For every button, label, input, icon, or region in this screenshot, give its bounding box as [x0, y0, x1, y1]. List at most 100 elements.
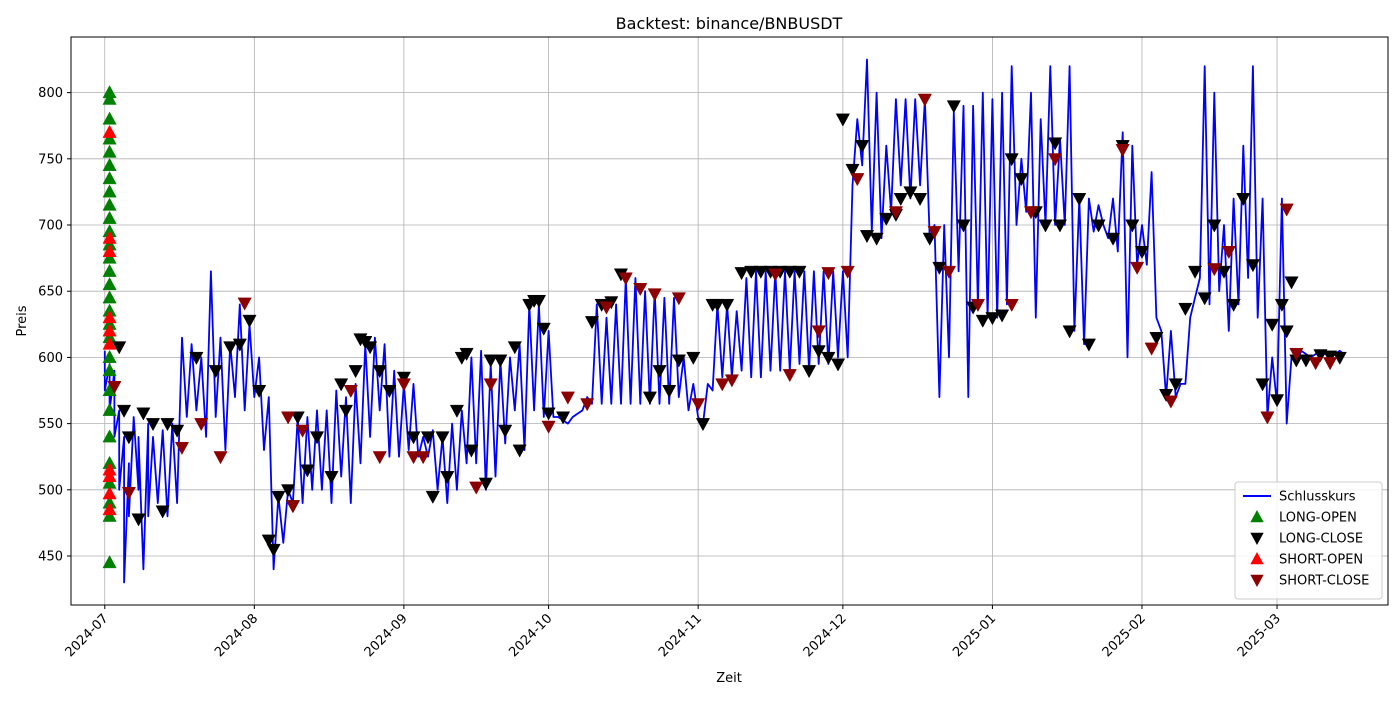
marker-long-close: [1274, 298, 1289, 312]
marker-short-open: [102, 124, 117, 138]
marker-long-open: [102, 555, 117, 569]
marker-long-close: [835, 113, 850, 127]
marker-long-close: [483, 354, 498, 368]
marker-long-close: [440, 471, 455, 485]
marker-long-close: [1245, 259, 1260, 273]
plot-frame: [70, 36, 1389, 606]
marker-long-close: [1216, 265, 1232, 279]
marker-long-open: [102, 250, 117, 264]
marker-long-open: [102, 171, 117, 185]
marker-long-close: [459, 347, 474, 361]
marker-long-close: [1265, 318, 1280, 332]
marker-long-close: [985, 312, 1000, 326]
marker-long-close: [266, 543, 281, 557]
marker-short-close: [580, 398, 595, 412]
marker-long-close: [671, 354, 686, 368]
marker-long-close: [382, 385, 397, 399]
marker-short-close: [671, 292, 686, 306]
marker-short-open: [102, 486, 117, 500]
marker-long-close: [1052, 219, 1068, 233]
marker-long-close: [281, 484, 296, 498]
y-tick-label: 500: [38, 483, 63, 498]
marker-long-close: [223, 341, 238, 355]
marker-short-open: [102, 336, 117, 350]
marker-long-close: [372, 365, 387, 379]
marker-long-close: [290, 411, 305, 425]
y-axis-label: Preis: [15, 305, 30, 336]
marker-long-close: [145, 418, 161, 432]
marker-long-close: [802, 365, 817, 379]
marker-long-close: [435, 431, 450, 445]
marker-long-close: [753, 265, 768, 279]
marker-long-close: [324, 471, 339, 485]
marker-long-close: [1236, 193, 1251, 207]
marker-long-close: [879, 212, 894, 226]
marker-long-open: [102, 508, 117, 522]
marker-long-close: [507, 341, 522, 355]
marker-short-close: [560, 391, 575, 405]
marker-long-close: [348, 365, 363, 379]
marker-long-open: [102, 402, 117, 416]
marker-long-close: [541, 407, 556, 421]
marker-short-close: [107, 381, 122, 395]
marker-long-close: [734, 267, 749, 281]
marker-long-close: [396, 371, 411, 385]
marker-short-open: [102, 243, 117, 257]
marker-short-close: [782, 369, 797, 383]
marker-long-close: [116, 404, 132, 418]
marker-short-close: [1207, 263, 1222, 277]
marker-short-close: [1023, 206, 1039, 220]
marker-long-close: [782, 265, 797, 279]
marker-long-close: [338, 404, 354, 418]
marker-long-close: [449, 404, 465, 418]
marker-long-close: [493, 354, 508, 368]
marker-long-close: [242, 314, 257, 328]
marker-long-open: [102, 111, 117, 125]
marker-long-close: [512, 444, 527, 458]
marker-long-close: [478, 477, 493, 491]
marker-long-close: [1313, 349, 1328, 363]
marker-long-close: [1207, 219, 1222, 233]
marker-long-close: [121, 431, 136, 445]
marker-short-close: [941, 265, 957, 279]
marker-long-open: [102, 85, 117, 99]
marker-short-close: [840, 265, 855, 279]
marker-long-open: [102, 349, 117, 363]
marker-short-close: [406, 451, 421, 465]
marker-long-close: [136, 407, 151, 421]
marker-long-close: [1323, 350, 1338, 364]
marker-short-close: [343, 385, 358, 399]
marker-long-close: [792, 265, 807, 279]
marker-long-close: [252, 385, 267, 399]
marker-short-close: [888, 206, 904, 220]
marker-short-close: [483, 378, 498, 392]
marker-long-close: [1081, 338, 1096, 352]
legend-label-short-close: SHORT-CLOSE: [1279, 574, 1369, 589]
marker-short-close: [715, 378, 730, 392]
y-tick-label: 550: [38, 417, 63, 432]
legend-label-short-open: SHORT-OPEN: [1279, 553, 1363, 568]
marker-short-close: [1308, 357, 1323, 371]
marker-long-close: [946, 100, 961, 114]
marker-long-close: [189, 351, 204, 365]
marker-short-close: [1260, 411, 1275, 425]
marker-long-close: [1178, 302, 1193, 316]
marker-short-close: [1004, 298, 1019, 312]
marker-long-close: [1038, 219, 1053, 233]
marker-long-open: [102, 277, 117, 291]
marker-long-close: [1014, 173, 1029, 187]
marker-short-close: [213, 451, 228, 465]
marker-long-close: [1149, 332, 1164, 346]
marker-long-close: [695, 418, 711, 432]
marker-short-close: [1115, 144, 1130, 158]
marker-long-close: [642, 391, 657, 405]
marker-long-open: [102, 210, 117, 224]
marker-short-open: [102, 462, 117, 476]
marker-long-close: [994, 309, 1010, 323]
marker-long-close: [975, 314, 990, 328]
marker-long-close: [425, 490, 440, 504]
marker-long-close: [155, 505, 170, 519]
marker-long-open: [102, 263, 117, 277]
marker-long-close: [1168, 378, 1183, 392]
